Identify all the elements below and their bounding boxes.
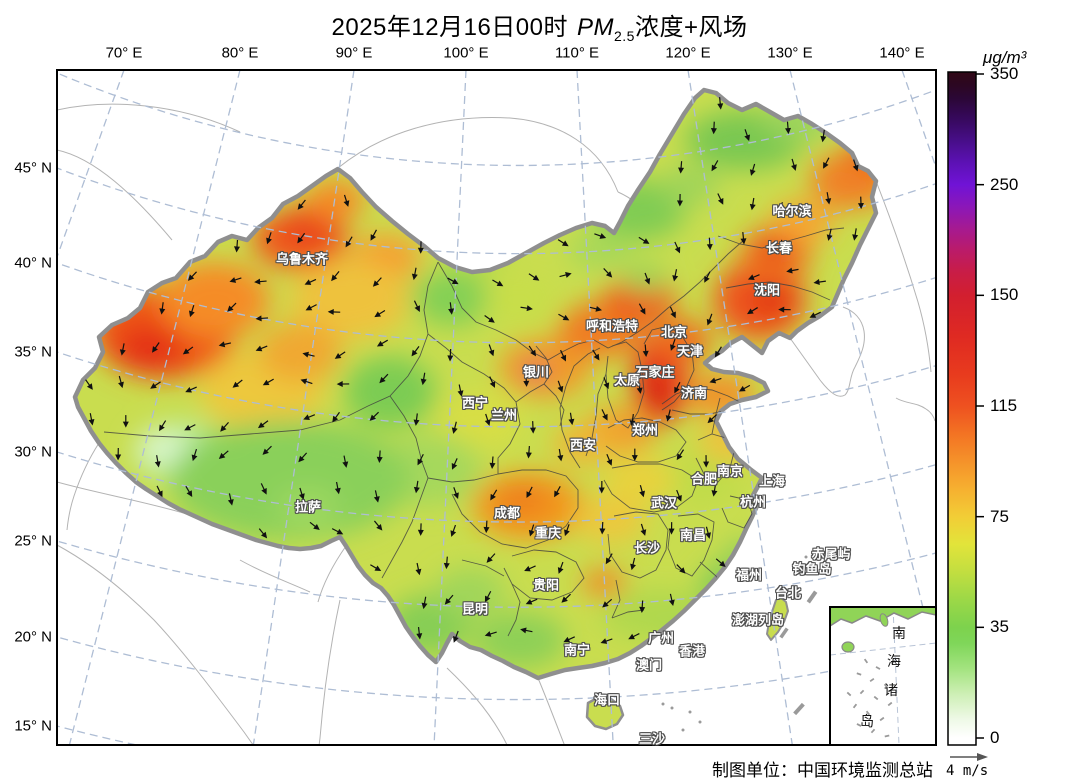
page-title: 2025年12月16日00时 PM2.5浓度+风场	[0, 7, 1079, 44]
city-label: 三沙	[638, 731, 666, 747]
top-axis-label: 110° E	[554, 44, 600, 62]
inset-label-char: 岛	[860, 713, 874, 729]
wind-scale-label: 4 m/s	[946, 763, 989, 779]
city-label: 合肥	[690, 471, 718, 487]
left-axis-label: 15° N	[14, 717, 52, 735]
small-islands	[661, 554, 828, 732]
city-label: 西宁	[461, 395, 489, 411]
city-label: 郑州	[631, 422, 659, 438]
top-axis-label: 140° E	[879, 44, 925, 62]
city-label: 台北	[774, 585, 802, 601]
city-label: 钓鱼岛	[792, 561, 832, 577]
top-axis-label: 80° E	[221, 44, 259, 62]
city-label: 澎湖列岛	[731, 612, 785, 628]
city-label: 乌鲁木齐	[275, 251, 329, 267]
top-axis-label: 130° E	[767, 44, 813, 62]
colorbar-ticks	[976, 73, 984, 739]
inset-label-char: 南	[892, 625, 906, 641]
left-axis-label: 20° N	[14, 628, 52, 646]
city-label: 银川	[522, 364, 550, 380]
city-label: 北京	[660, 324, 688, 340]
city-label: 长沙	[633, 540, 661, 556]
city-label: 澳门	[635, 657, 663, 673]
province-borders	[103, 227, 845, 637]
top-axis-label: 90° E	[335, 44, 373, 62]
colorbar-tick-label: 250	[990, 174, 1019, 194]
city-label: 香港	[678, 643, 706, 659]
taiwan-island	[766, 596, 789, 641]
title-pm-subscript: 2.5	[614, 27, 635, 44]
city-label: 杭州	[739, 494, 767, 510]
left-axis-label: 45° N	[14, 159, 52, 177]
city-label: 海口	[593, 692, 621, 708]
colorbar-tick-label: 350	[990, 64, 1019, 83]
city-label: 长春	[765, 240, 793, 256]
city-label: 西安	[569, 437, 597, 453]
city-label: 武汉	[650, 495, 678, 511]
wind-scale-arrow-icon	[950, 753, 988, 761]
inset-label-char: 海	[887, 653, 901, 669]
city-label: 太原	[613, 372, 641, 388]
city-label: 赤尾屿	[811, 546, 851, 562]
city-label: 沈阳	[753, 282, 781, 298]
city-label: 天津	[676, 343, 704, 359]
city-label: 南京	[716, 463, 744, 479]
city-label: 昆明	[461, 601, 489, 617]
map-frame	[56, 69, 937, 746]
colorbar-unit-label: μg/m³	[983, 48, 1027, 67]
colorbar-tick-label: 115	[990, 396, 1018, 415]
city-label: 广州	[647, 630, 675, 646]
title-datetime: 2025年12月16日00时	[331, 14, 568, 41]
left-axis-label: 25° N	[14, 532, 52, 550]
city-label: 上海	[758, 473, 786, 489]
south-china-sea-inset	[829, 606, 936, 745]
city-label: 福州	[735, 567, 763, 583]
left-axis-label: 35° N	[14, 343, 52, 361]
colorbar-tick-label: 75	[990, 506, 1009, 526]
city-label: 兰州	[490, 407, 518, 423]
city-label: 南宁	[563, 642, 591, 658]
top-axis-label: 100° E	[443, 44, 489, 62]
colorbar-tick-label: 150	[990, 285, 1019, 305]
china-national-border	[72, 87, 879, 681]
title-pm: PM	[577, 14, 614, 41]
credit-text: 制图单位：中国环境监测总站	[712, 761, 933, 780]
city-label: 呼和浩特	[585, 318, 639, 334]
colorbar-tick-label: 35	[990, 617, 1009, 637]
left-axis-label: 40° N	[14, 254, 52, 272]
top-axis-label: 120° E	[665, 44, 711, 62]
city-label: 石家庄	[635, 364, 675, 380]
colorbar	[947, 71, 977, 746]
top-axis-label: 70° E	[105, 44, 143, 62]
inset-label-char: 诸	[884, 682, 898, 698]
city-label: 济南	[680, 385, 708, 401]
city-label: 哈尔滨	[772, 203, 812, 219]
city-label: 重庆	[534, 525, 562, 541]
city-label: 拉萨	[294, 499, 322, 515]
title-suffix: 浓度+风场	[634, 14, 748, 41]
city-label: 成都	[493, 505, 521, 521]
city-label: 南昌	[679, 527, 707, 543]
colorbar-tick-label: 0	[990, 728, 1000, 747]
city-label: 贵阳	[532, 577, 560, 593]
left-axis-label: 30° N	[14, 443, 52, 461]
foreign-borders	[57, 103, 936, 745]
wind-arrows	[85, 97, 864, 644]
